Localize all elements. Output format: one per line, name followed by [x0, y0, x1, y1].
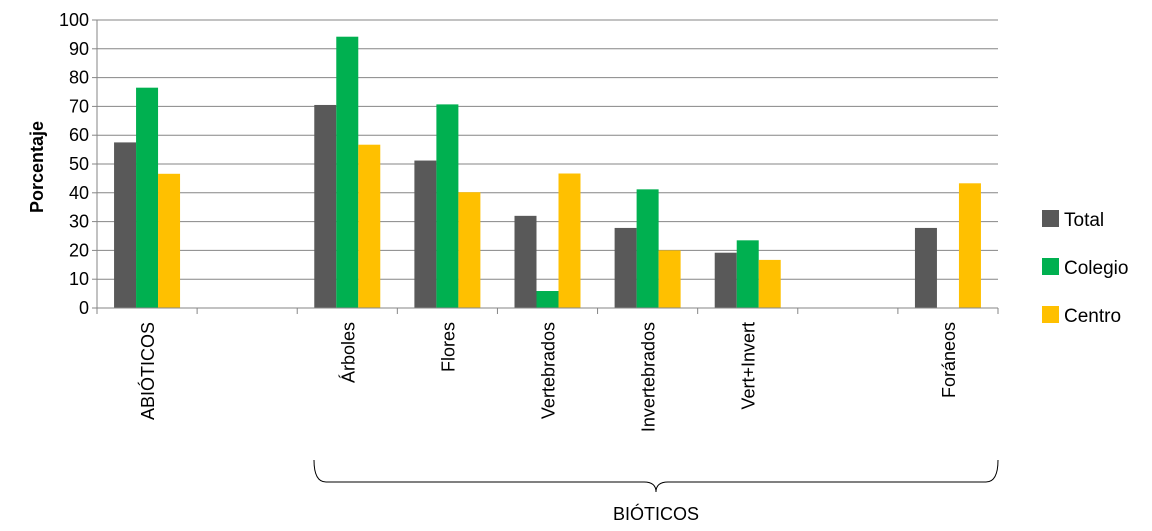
biotic-group-label: BIÓTICOS: [613, 503, 699, 524]
gridlines: [97, 19, 998, 280]
x-category-label: ABIÓTICOS: [137, 322, 158, 420]
bar-centro: [158, 173, 181, 308]
x-category-label: Flores: [438, 322, 458, 372]
y-tick-label: 70: [69, 96, 89, 116]
x-category-label: Foráneos: [939, 322, 959, 398]
y-tick-label: 20: [69, 240, 89, 260]
bar-colegio: [736, 240, 759, 308]
bar-centro: [458, 192, 481, 308]
bar-colegio: [436, 104, 459, 308]
y-tick-label: 10: [69, 269, 89, 289]
y-tick-label: 0: [79, 298, 89, 318]
legend-label-colegio: Colegio: [1064, 258, 1128, 279]
bar-colegio: [536, 291, 559, 308]
x-category-label: Vertebrados: [539, 322, 559, 419]
x-category-label: Árboles: [338, 322, 358, 383]
bar-colegio: [136, 87, 159, 309]
bar-total: [414, 160, 437, 308]
bar-centro: [358, 144, 381, 308]
y-tick-label: 60: [69, 125, 89, 145]
legend-label-centro: Centro: [1064, 306, 1121, 327]
y-tick-label: 30: [69, 212, 89, 232]
bar-colegio: [636, 189, 659, 308]
bar-total: [714, 252, 737, 308]
y-tick-label: 80: [69, 68, 89, 88]
y-tick-label: 50: [69, 154, 89, 174]
bar-centro: [958, 183, 981, 308]
bars: [114, 36, 981, 309]
bar-total: [114, 142, 137, 308]
bar-centro: [558, 173, 581, 308]
legend-swatch-total: [1042, 210, 1059, 227]
x-category-label: Vert+Invert: [739, 322, 759, 410]
biotic-group-brace: [313, 459, 999, 493]
axes: 0 10 20 30 40 50 60 70 80 90 100 ABIÓTICOS Árboles Fl…: [59, 10, 999, 432]
bar-total: [914, 227, 937, 308]
x-category-label: Invertebrados: [639, 322, 659, 432]
legend-swatch-centro: [1042, 306, 1059, 323]
y-tick-label: 90: [69, 39, 89, 59]
bar-total: [614, 227, 637, 308]
bar-centro: [758, 259, 781, 308]
bar-total: [514, 215, 537, 308]
y-tick-label: 40: [69, 183, 89, 203]
y-axis-title: Porcentaje: [27, 121, 47, 213]
legend-label-total: Total: [1064, 210, 1104, 231]
y-tick-label: 100: [59, 10, 89, 30]
bar-colegio: [336, 36, 359, 308]
legend: Total Colegio Centro: [1042, 210, 1128, 327]
bar-centro: [658, 250, 681, 308]
legend-swatch-colegio: [1042, 258, 1059, 275]
bar-total: [314, 104, 337, 309]
